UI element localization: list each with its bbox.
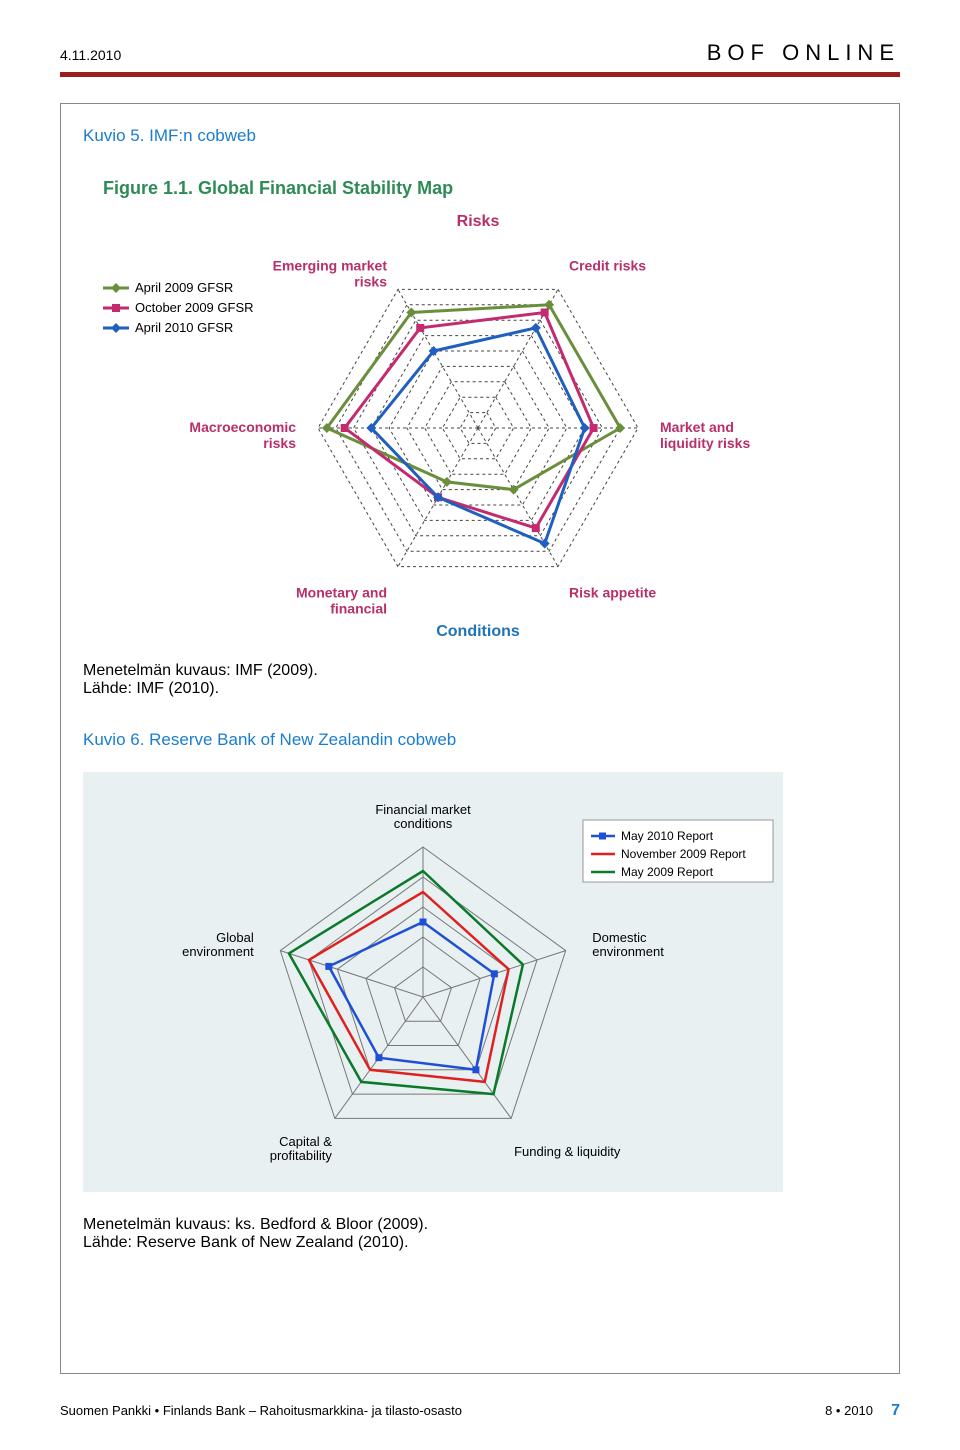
svg-text:Market andliquidity risks: Market andliquidity risks [660, 419, 750, 451]
header-rule [60, 72, 900, 77]
figure5: Figure 1.1. Global Financial Stability M… [83, 168, 877, 638]
page-footer: Suomen Pankki • Finlands Bank – Rahoitus… [60, 1374, 900, 1420]
footer-right: 8 • 2010 7 [825, 1402, 900, 1420]
footer-page-number: 7 [891, 1402, 900, 1419]
svg-text:October 2009 GFSR: October 2009 GFSR [135, 300, 254, 315]
figure6-method: Menetelmän kuvaus: ks. Bedford & Bloor (… [83, 1216, 877, 1234]
figure5-method: Menetelmän kuvaus: IMF (2009). [83, 662, 877, 680]
svg-text:Capital &profitability: Capital &profitability [270, 1134, 333, 1163]
header-date: 4.11.2010 [60, 47, 121, 63]
svg-text:Monetary andfinancial: Monetary andfinancial [296, 585, 387, 617]
figure6-source: Lähde: Reserve Bank of New Zealand (2010… [83, 1234, 877, 1252]
content-box: Kuvio 5. IMF:n cobweb Figure 1.1. Global… [60, 103, 900, 1374]
svg-text:Risks: Risks [457, 213, 500, 230]
svg-text:Conditions: Conditions [436, 623, 520, 638]
header-title: BOF ONLINE [707, 40, 900, 66]
svg-text:April 2009 GFSR: April 2009 GFSR [135, 280, 233, 295]
svg-text:Macroeconomicrisks: Macroeconomicrisks [189, 419, 296, 451]
svg-text:November 2009 Report: November 2009 Report [621, 847, 746, 861]
svg-text:May 2009 Report: May 2009 Report [621, 865, 714, 879]
footer-issue: 8 • 2010 [825, 1403, 873, 1418]
svg-text:Risk appetite: Risk appetite [569, 585, 656, 601]
svg-text:May 2010 Report: May 2010 Report [621, 829, 714, 843]
page-header: 4.11.2010 BOF ONLINE [60, 40, 900, 72]
figure6-caption: Kuvio 6. Reserve Bank of New Zealandin c… [83, 730, 877, 750]
svg-text:Funding & liquidity: Funding & liquidity [514, 1144, 621, 1159]
figure5-source: Lähde: IMF (2010). [83, 680, 877, 698]
figure5-caption: Kuvio 5. IMF:n cobweb [83, 126, 877, 146]
footer-left: Suomen Pankki • Finlands Bank – Rahoitus… [60, 1403, 462, 1418]
svg-text:April 2010 GFSR: April 2010 GFSR [135, 320, 233, 335]
svg-text:Emerging marketrisks: Emerging marketrisks [273, 257, 388, 289]
svg-text:Credit risks: Credit risks [569, 257, 646, 273]
figure6: Financial marketconditionsDomesticenviro… [83, 772, 877, 1192]
svg-text:Figure 1.1. Global Financial S: Figure 1.1. Global Financial Stability M… [103, 178, 453, 198]
